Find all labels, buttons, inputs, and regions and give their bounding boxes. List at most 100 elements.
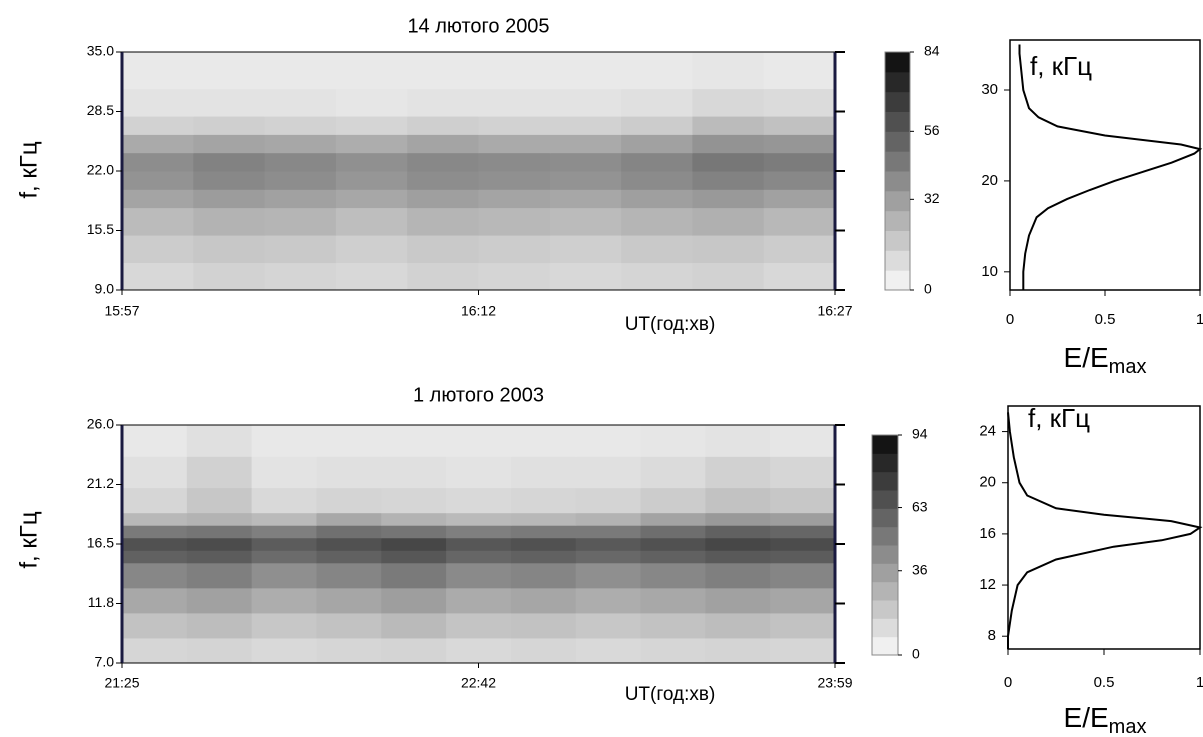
heat-cell <box>335 52 408 90</box>
heat-cell <box>770 587 836 614</box>
heat-cell <box>381 550 447 564</box>
y-tick-label: 26.0 <box>87 416 114 432</box>
colorbar-step <box>872 636 898 656</box>
heat-cell <box>193 262 266 291</box>
heat-cell <box>186 487 253 514</box>
heat-cell <box>510 612 577 639</box>
heat-cell <box>335 189 408 209</box>
heat-cell <box>446 525 512 539</box>
heat-cell <box>264 52 337 90</box>
y-tick-label: 8 <box>988 627 996 644</box>
heat-cell <box>575 612 642 639</box>
heat-cell <box>692 171 765 190</box>
heat-cell <box>478 171 551 190</box>
heat-cell <box>621 152 693 172</box>
heat-cell <box>510 425 577 457</box>
heat-cell <box>549 152 622 172</box>
colorbar-step <box>885 230 910 251</box>
heat-cell <box>478 134 551 154</box>
heat-cell <box>575 587 642 614</box>
heat-cell <box>705 637 771 664</box>
heat-cell <box>575 456 642 489</box>
x-tick-label: 0.5 <box>1094 674 1115 691</box>
heat-cell <box>264 189 337 209</box>
heat-cell <box>122 171 194 190</box>
heat-cell <box>122 587 188 614</box>
heat-cell <box>381 637 447 664</box>
heat-cell <box>621 52 693 90</box>
heat-cell <box>264 134 337 154</box>
heat-cell <box>381 562 447 589</box>
y-axis-label: f, кГц <box>15 141 42 199</box>
heat-cell <box>122 207 194 236</box>
x-axis-label-main: E/E <box>1064 702 1109 733</box>
heat-cell <box>640 525 706 539</box>
heat-cell <box>478 189 551 209</box>
heat-cell <box>705 487 771 514</box>
heat-cell <box>621 262 693 291</box>
heat-cell <box>640 612 706 639</box>
heat-cell <box>640 562 706 589</box>
heat-cell <box>478 88 551 117</box>
colorbar-step <box>885 210 910 231</box>
heat-cell <box>549 134 622 154</box>
heat-cell <box>251 562 317 589</box>
heat-cell <box>251 525 317 539</box>
heat-cell <box>575 562 642 589</box>
y-tick-label: 30 <box>981 81 998 98</box>
heat-cell <box>407 171 479 190</box>
x-axis-label: UT(год:хв) <box>625 314 716 335</box>
heat-cell <box>621 88 693 117</box>
heat-cell <box>705 587 771 614</box>
heat-cell <box>770 562 836 589</box>
colorbar-tick-label: 94 <box>912 426 928 442</box>
heat-cell <box>407 134 479 154</box>
colorbar-step <box>885 171 910 192</box>
heat-cell <box>251 637 317 664</box>
heat-cell <box>264 152 337 172</box>
heat-cell <box>407 152 479 172</box>
heat-cell <box>186 562 253 589</box>
y-tick-label: 24 <box>979 423 996 440</box>
heat-cell <box>122 88 194 117</box>
heat-cell <box>193 88 266 117</box>
heat-cell <box>763 88 836 117</box>
heat-cell <box>193 52 266 90</box>
heat-cell <box>186 537 253 551</box>
x-axis-label-sub: max <box>1109 356 1147 378</box>
heat-cell <box>692 152 765 172</box>
heat-cell <box>692 189 765 209</box>
heat-cell <box>193 207 266 236</box>
colorbar-step <box>885 270 910 291</box>
colorbar-step <box>885 111 910 132</box>
heat-cell <box>446 487 512 514</box>
heat-cell <box>186 456 253 489</box>
y-tick-label: 20 <box>981 172 998 189</box>
heat-cell <box>478 116 551 135</box>
x-tick-label: 21:25 <box>104 675 139 691</box>
heat-cell <box>193 116 266 135</box>
heat-cell <box>640 587 706 614</box>
heat-cell <box>692 52 765 90</box>
heat-cell <box>621 235 693 264</box>
heat-cell <box>770 537 836 551</box>
heat-cell <box>407 189 479 209</box>
heat-cell <box>316 637 382 664</box>
y-tick-label: 20 <box>979 474 996 491</box>
heat-cell <box>640 512 706 526</box>
x-tick-label: 16:27 <box>817 303 852 319</box>
colorbar-step <box>885 52 910 73</box>
heat-cell <box>770 512 836 526</box>
heat-cell <box>122 262 194 291</box>
heat-cell <box>122 189 194 209</box>
heat-cell <box>122 134 194 154</box>
heat-cell <box>763 134 836 154</box>
heat-cell <box>186 512 253 526</box>
heat-cell <box>251 456 317 489</box>
y-tick-label: 15.5 <box>87 221 114 237</box>
heat-cell <box>193 171 266 190</box>
heat-cell <box>193 189 266 209</box>
heat-cell <box>621 116 693 135</box>
y-axis-label: f, кГц <box>15 511 42 569</box>
